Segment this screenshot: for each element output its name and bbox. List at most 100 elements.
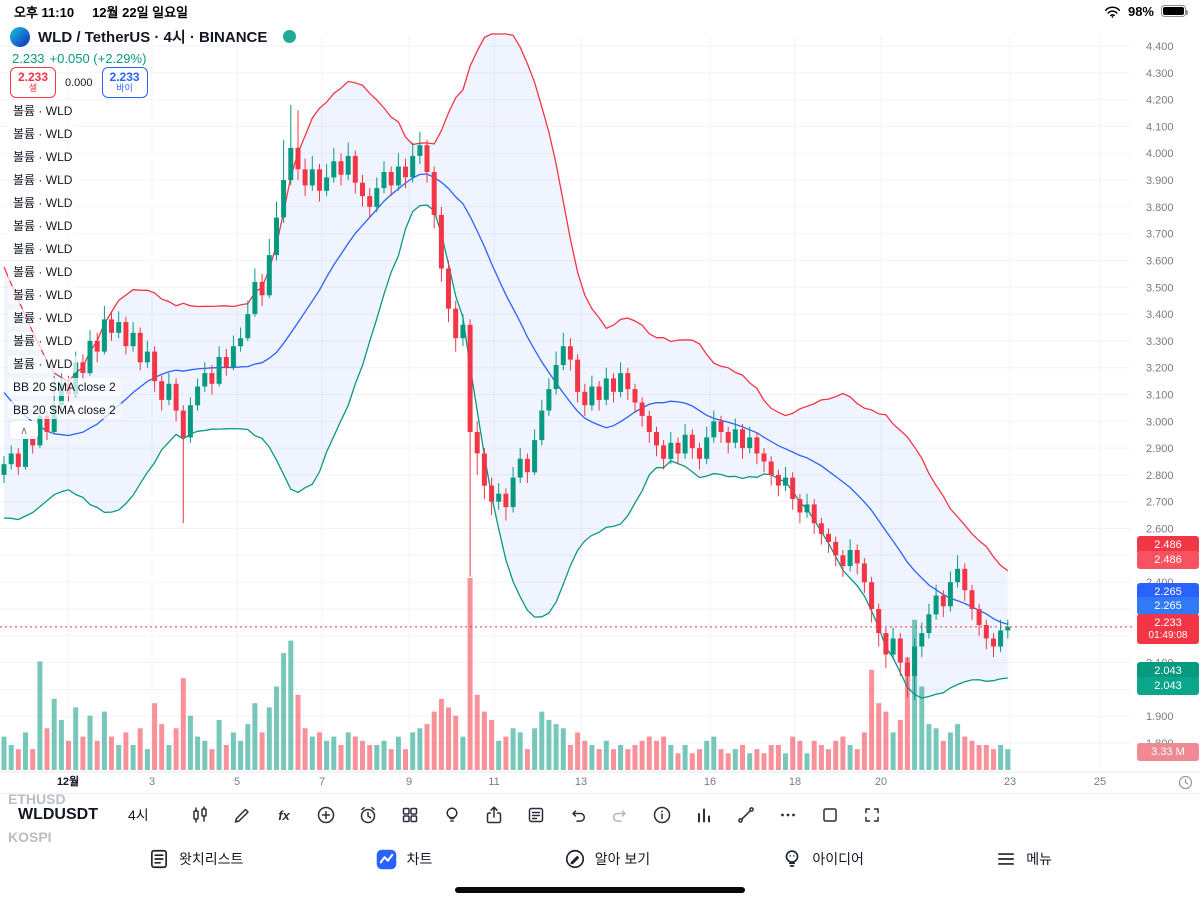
svg-text:3.300: 3.300 [1146, 336, 1174, 348]
chart-style-icon[interactable] [189, 804, 211, 826]
tab-chart-label: 차트 [406, 851, 433, 867]
ghost-symbol-next: KOSPI [8, 829, 52, 845]
indicator-legend: 볼륨 · WLD 볼륨 · WLD 볼륨 · WLD 볼륨 · WLD 볼륨 · WLD… [8, 102, 121, 419]
tab-watchlist[interactable]: 왓치리스트 [148, 848, 243, 870]
svg-text:11: 11 [488, 776, 499, 788]
svg-text:4.000: 4.000 [1146, 148, 1174, 160]
symbol-header: WLD / TetherUS · 4시 · BINANCE [10, 26, 297, 47]
tab-ideas-label: 아이디어 [812, 851, 864, 867]
legend-volume-row[interactable]: 볼륨 · WLD [8, 355, 78, 373]
sell-button[interactable]: 2.233 셀 [10, 67, 56, 98]
tab-ideas[interactable]: 아이디어 [781, 848, 864, 870]
svg-text:fx: fx [278, 808, 290, 823]
tab-watchlist-label: 왓치리스트 [179, 851, 244, 867]
buy-button[interactable]: 2.233 바이 [101, 67, 148, 98]
market-status-dot-icon[interactable] [283, 30, 297, 43]
price-axis-tag[interactable]: 2.265 [1137, 597, 1199, 615]
tab-chart[interactable]: 차트 [375, 848, 433, 871]
svg-text:9: 9 [406, 776, 412, 788]
status-right: 98% [1104, 4, 1188, 19]
session-clock-icon[interactable] [1178, 775, 1193, 790]
price-chart[interactable]: 4.400 4.300 4.200 4.100 4.000 3.900 3.800 3.700… [0, 22, 1200, 793]
menu-hamburger-icon [998, 853, 1015, 865]
order-panel-icon[interactable] [525, 804, 547, 826]
symbol-title[interactable]: WLD / TetherUS · 4시 · BINANCE [38, 29, 268, 46]
price-axis-tag[interactable]: 2.043 [1137, 662, 1199, 680]
share-icon[interactable] [483, 804, 505, 826]
legend-volume-row[interactable]: 볼륨 · WLD [8, 194, 78, 212]
svg-text:25: 25 [1094, 776, 1106, 788]
home-indicator[interactable] [455, 887, 745, 893]
ideas-icon [786, 850, 799, 867]
status-bar: 오후 11:10 12월 22일 일요일 98% [0, 0, 1200, 22]
drawing-pencil-icon[interactable] [231, 804, 253, 826]
price-axis-tag[interactable]: 2.486 [1137, 536, 1199, 554]
svg-text:16: 16 [704, 776, 716, 788]
indicators-fx-icon[interactable]: fx [273, 804, 295, 826]
legend-bb-row[interactable]: BB 20 SMA close 2 [8, 378, 121, 396]
current-price-countdown-tag[interactable]: 2.233 01:49:08 [1137, 614, 1199, 644]
svg-text:2.900: 2.900 [1146, 443, 1174, 455]
legend-volume-row[interactable]: 볼륨 · WLD [8, 125, 78, 143]
spread-value: 0.000 [65, 76, 93, 89]
svg-text:18: 18 [789, 776, 801, 788]
select-square-icon[interactable] [819, 804, 841, 826]
status-left: 오후 11:10 12월 22일 일요일 [14, 2, 206, 21]
tab-discover[interactable]: 알아 보기 [564, 848, 650, 870]
price-axis-tag[interactable]: 2.486 [1137, 551, 1199, 569]
svg-text:3.900: 3.900 [1146, 175, 1174, 187]
buy-price: 2.233 [109, 70, 140, 85]
price-axis-tag[interactable]: 2.043 [1137, 677, 1199, 695]
battery-icon [1161, 5, 1188, 17]
layout-templates-icon[interactable] [399, 804, 421, 826]
undo-icon[interactable] [567, 804, 589, 826]
legend-volume-row[interactable]: 볼륨 · WLD [8, 309, 78, 327]
tab-menu-label: 메뉴 [1026, 851, 1052, 867]
sell-label: 셀 [28, 83, 38, 94]
info-icon[interactable] [651, 804, 673, 826]
redo-icon[interactable] [609, 804, 631, 826]
more-ellipsis-icon[interactable] [777, 804, 799, 826]
trend-objects-icon[interactable] [735, 804, 757, 826]
volume-columns-icon[interactable] [693, 804, 715, 826]
svg-text:3: 3 [149, 776, 155, 788]
svg-text:3.500: 3.500 [1146, 282, 1174, 294]
legend-volume-row[interactable]: 볼륨 · WLD [8, 148, 78, 166]
legend-bb-row[interactable]: BB 20 SMA close 2 [8, 401, 121, 419]
svg-text:20: 20 [875, 776, 887, 788]
ghost-symbol-prev: ETHUSD [8, 791, 66, 807]
svg-text:12월: 12월 [57, 774, 79, 788]
toolbar-interval[interactable]: 4시 [127, 806, 149, 823]
discover-icon [565, 849, 584, 869]
legend-volume-row[interactable]: 볼륨 · WLD [8, 286, 78, 304]
legend-volume-row[interactable]: 볼륨 · WLD [8, 171, 78, 189]
legend-volume-row[interactable]: 볼륨 · WLD [8, 332, 78, 350]
tab-menu[interactable]: 메뉴 [995, 848, 1052, 870]
status-time: 오후 11:10 [14, 4, 75, 20]
bottom-tab-bar: 왓치리스트 차트 알아 보기 아이디어 메뉴 [0, 835, 1200, 883]
legend-collapse-button[interactable]: ∧ [10, 421, 38, 439]
fullscreen-icon[interactable] [861, 804, 883, 826]
sell-price: 2.233 [17, 70, 49, 85]
legend-volume-row[interactable]: 볼륨 · WLD [8, 263, 78, 281]
alerts-clock-icon[interactable] [357, 804, 379, 826]
chart-toolbar: WLDUSDT 4시 fx [0, 793, 1200, 835]
legend-volume-row[interactable]: 볼륨 · WLD [8, 240, 78, 258]
svg-text:13: 13 [575, 776, 587, 788]
compare-plus-icon[interactable] [315, 804, 337, 826]
status-date: 12월 22일 일요일 [92, 4, 189, 20]
buy-label: 바이 [116, 83, 133, 94]
price-change-row: 2.233 +0.050 (+2.29%) [12, 51, 151, 66]
svg-text:4.200: 4.200 [1146, 95, 1174, 107]
price-axis-tag[interactable]: 2.265 [1137, 583, 1199, 601]
svg-text:3.700: 3.700 [1146, 229, 1174, 241]
svg-text:3.200: 3.200 [1146, 363, 1174, 375]
svg-text:2.800: 2.800 [1146, 470, 1174, 482]
watchlist-icon [151, 849, 167, 869]
legend-volume-row[interactable]: 볼륨 · WLD [8, 102, 78, 120]
ideas-bulb-icon[interactable] [441, 804, 463, 826]
svg-text:3.000: 3.000 [1146, 416, 1174, 428]
legend-volume-row[interactable]: 볼륨 · WLD [8, 217, 78, 235]
toolbar-symbol[interactable]: WLDUSDT [18, 805, 98, 823]
toolbar-icons: fx [189, 804, 883, 826]
